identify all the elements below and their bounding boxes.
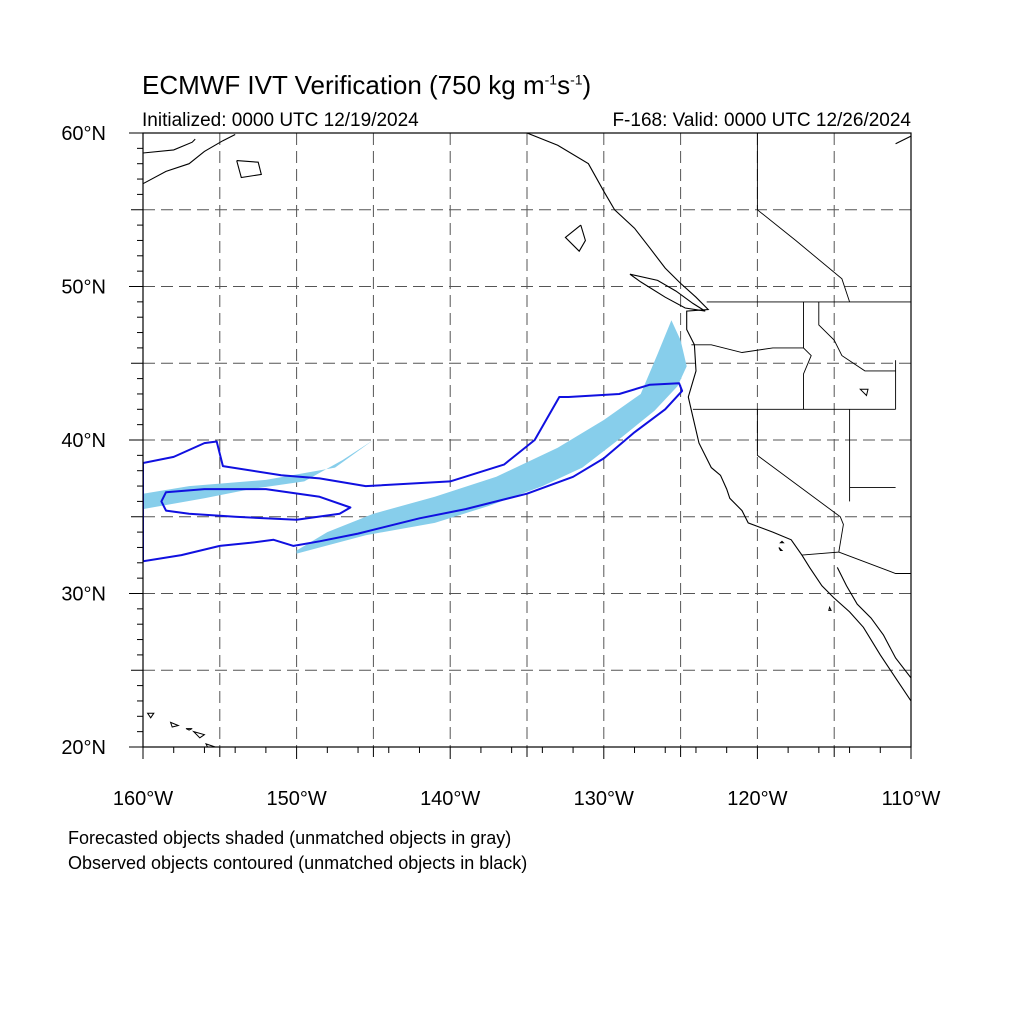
observed-note: Observed objects contoured (unmatched ob… (68, 853, 528, 873)
coastlines (143, 133, 911, 747)
title-main: ECMWF IVT Verification (750 kg m (142, 70, 545, 100)
coastline (236, 160, 262, 179)
political-border (756, 409, 844, 556)
island (779, 540, 785, 544)
legend-notes: Forecasted objects shaded (unmatched obj… (68, 826, 527, 876)
political-border (691, 344, 804, 353)
island (169, 721, 180, 728)
axis-labels: 160°W 150°W 140°W 130°W 120°W 110°W 20°N 30°N 40… (61, 123, 940, 810)
lon-tick-label: 150°W (266, 788, 326, 810)
forecast-object (143, 440, 374, 510)
title-mid: s (557, 70, 571, 100)
observed-contour (160, 488, 352, 521)
lon-tick-label: 130°W (574, 788, 634, 810)
init-time-subtitle: Initialized: 0000 UTC 12/19/2024 (142, 110, 419, 131)
coastline (895, 135, 911, 145)
observed-contour (143, 382, 684, 563)
island (828, 605, 832, 611)
lon-tick-label: 120°W (727, 788, 787, 810)
title-sup-2: -1 (570, 71, 583, 88)
lat-tick-label: 40°N (61, 430, 106, 452)
forecast-object (296, 320, 687, 554)
coastline (143, 138, 196, 154)
island (146, 712, 155, 719)
island (205, 743, 217, 747)
gridlines (143, 133, 911, 747)
coastline (836, 567, 911, 679)
coastline (629, 273, 706, 312)
political-border (818, 301, 896, 372)
title-sup-1: -1 (544, 71, 558, 88)
forecast-objects (143, 320, 687, 554)
island (859, 388, 869, 397)
lon-tick-label: 110°W (882, 788, 941, 810)
coastline (143, 134, 236, 185)
valid-time-subtitle: F-168: Valid: 0000 UTC 12/26/2024 (612, 110, 911, 131)
coastline (526, 133, 911, 702)
coastline (564, 224, 586, 253)
map-title: ECMWF IVT Verification (750 kg m-1s-1) (142, 70, 591, 101)
observed-contours (143, 382, 684, 563)
forecast-note: Forecasted objects shaded (unmatched obj… (68, 828, 512, 848)
title-end: ) (582, 70, 592, 100)
political-border (803, 301, 812, 410)
political-border (838, 551, 911, 574)
island (778, 547, 784, 551)
island (185, 728, 193, 731)
lat-tick-label: 50°N (61, 277, 106, 299)
lon-tick-label: 160°W (113, 788, 173, 810)
lat-tick-label: 20°N (61, 737, 106, 759)
axis-ticks (129, 132, 912, 759)
lon-tick-label: 140°W (420, 788, 480, 810)
island (192, 730, 206, 739)
political-border (756, 133, 851, 303)
lat-tick-label: 30°N (61, 584, 106, 606)
lat-tick-label: 60°N (61, 123, 106, 145)
